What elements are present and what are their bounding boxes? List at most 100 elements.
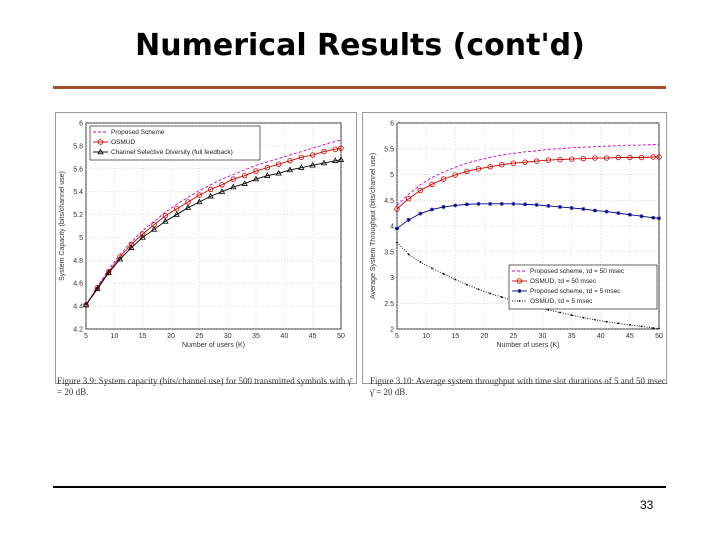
data-point-marker	[337, 156, 345, 162]
legend-entry-label: OSMUD	[111, 139, 136, 146]
data-point-marker	[173, 206, 180, 212]
data-point-marker	[287, 158, 293, 164]
data-point-marker	[627, 212, 632, 217]
y-tick-label: 4.8	[73, 258, 83, 265]
x-tick-label: 25	[195, 333, 203, 340]
data-point-marker	[616, 211, 621, 216]
data-point-marker	[615, 154, 621, 161]
data-point-marker	[639, 214, 644, 219]
data-point-marker	[162, 212, 169, 219]
data-point-marker	[309, 152, 316, 158]
data-point-marker	[650, 154, 656, 160]
legend-box	[89, 125, 261, 161]
data-point-marker	[545, 157, 552, 163]
data-point-marker	[116, 255, 124, 262]
data-point-marker	[464, 202, 469, 207]
data-point-marker	[230, 183, 237, 190]
data-point-marker	[518, 300, 521, 302]
x-tick-label: 20	[480, 333, 488, 340]
x-tick-label: 50	[337, 333, 345, 340]
data-point-marker	[396, 241, 398, 244]
data-point-marker	[332, 146, 339, 153]
data-point-marker	[419, 261, 422, 263]
legend-entry-label: OSMUD, τd = 50 msec	[530, 278, 597, 285]
data-point-marker	[465, 283, 468, 286]
data-point-marker	[320, 159, 328, 166]
y-tick-label: 4.6	[73, 281, 83, 288]
data-point-marker	[441, 204, 446, 209]
data-point-marker	[429, 181, 435, 187]
series-line	[396, 242, 660, 329]
data-point-marker	[452, 172, 458, 178]
y-tick-label: 4.4	[73, 304, 83, 311]
footer-divider	[53, 486, 666, 488]
data-point-marker	[440, 176, 447, 182]
data-point-marker	[517, 289, 522, 293]
data-point-marker	[522, 159, 528, 165]
data-point-marker	[406, 217, 411, 222]
x-tick-label: 30	[539, 333, 547, 340]
data-point-marker	[534, 158, 540, 164]
data-point-marker	[559, 311, 561, 314]
data-point-marker	[196, 192, 203, 198]
legend-entry-label: Proposed scheme, τd = 5 msec	[530, 288, 621, 295]
data-point-marker	[207, 192, 214, 199]
data-point-marker	[510, 160, 517, 166]
data-point-marker	[570, 314, 573, 316]
data-point-marker	[581, 207, 586, 212]
data-point-marker	[568, 156, 575, 162]
series-line	[85, 139, 342, 306]
data-point-marker	[162, 218, 169, 224]
data-point-marker	[580, 155, 587, 162]
data-point-marker	[150, 226, 158, 232]
data-point-marker	[557, 156, 563, 163]
data-point-marker	[286, 166, 294, 173]
y-tick-label: 2	[390, 327, 394, 334]
data-point-marker	[309, 161, 316, 168]
x-tick-label: 20	[167, 333, 175, 340]
data-point-marker	[640, 325, 643, 328]
x-tick-label: 15	[451, 333, 459, 340]
x-axis-label: Number of users (K)	[182, 342, 245, 349]
x-tick-label: 10	[422, 333, 430, 340]
y-tick-label: 5.2	[73, 212, 83, 219]
x-tick-label: 50	[655, 333, 663, 340]
y-tick-label: 5.5	[384, 146, 394, 153]
figure-right-panel: 5 10 15 20 25 30 35 40 45 50 2 2.5 3 3.5 4 4.5 5 5.5 6 Numb…	[362, 112, 667, 384]
x-tick-label: 40	[280, 333, 288, 340]
data-point-marker	[241, 172, 248, 179]
data-point-marker	[196, 198, 203, 205]
data-point-marker	[97, 148, 104, 155]
data-point-marker	[594, 318, 596, 321]
data-point-marker	[230, 176, 237, 182]
legend-entry-label: Channel Selective Diversity (full feedba…	[111, 149, 233, 156]
data-point-marker	[592, 155, 598, 161]
data-point-marker	[651, 215, 656, 220]
data-point-marker	[523, 202, 528, 207]
data-point-marker	[207, 186, 214, 193]
y-tick-label: 6	[79, 121, 83, 128]
data-point-marker	[418, 211, 423, 216]
data-point-marker	[173, 211, 180, 217]
figure-caption-right: Figure 3.10: Average system throughput w…	[370, 376, 669, 397]
data-point-marker	[592, 208, 597, 213]
data-point-marker	[511, 201, 516, 206]
data-point-marker	[558, 204, 563, 209]
data-point-marker	[405, 196, 412, 202]
capacity-chart: 5 10 15 20 25 30 35 40 45 50 4.2 4.4 4.6 4.8 5 5.2 5.4 5.…	[59, 121, 345, 350]
data-point-marker	[656, 154, 662, 160]
data-point-marker	[657, 216, 661, 221]
x-tick-label: 40	[597, 333, 605, 340]
y-tick-label: 4.5	[384, 198, 394, 205]
x-tick-label: 5	[395, 333, 399, 340]
data-series-3	[82, 156, 345, 308]
data-point-marker	[516, 278, 523, 284]
data-point-marker	[241, 180, 248, 186]
data-point-marker	[431, 267, 433, 270]
data-point-marker	[219, 182, 225, 188]
data-point-marker	[275, 169, 282, 176]
data-point-marker	[658, 327, 660, 330]
data-point-marker	[253, 168, 259, 174]
data-series-1	[85, 139, 342, 306]
data-point-marker	[582, 316, 585, 319]
